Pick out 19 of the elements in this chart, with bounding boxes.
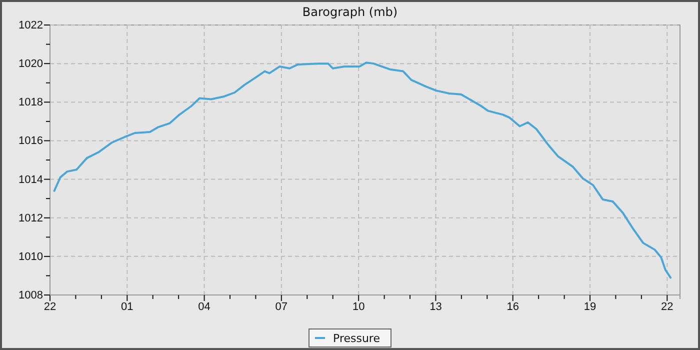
y-tick-label: 1022: [18, 20, 43, 32]
y-tick-label: 1020: [18, 58, 43, 70]
y-tick-label: 1008: [18, 290, 43, 302]
x-tick-label: 04: [198, 300, 210, 313]
chart-title: Barograph (mb): [302, 5, 398, 19]
x-tick-label: 22: [44, 300, 56, 313]
x-tick-label: 07: [275, 300, 288, 313]
y-tick-label: 1016: [18, 135, 43, 148]
x-tick-label: 10: [352, 300, 365, 313]
y-tick-label: 1018: [18, 96, 43, 109]
x-tick-label: 16: [506, 300, 519, 313]
y-tick-label: 1010: [18, 250, 43, 263]
y-tick-label: 1014: [18, 174, 43, 186]
legend-label: Pressure: [333, 332, 380, 345]
x-tick-label: 19: [584, 300, 596, 313]
x-tick-label: 22: [661, 300, 674, 313]
x-tick-label: 01: [121, 300, 134, 313]
x-tick-label: 13: [430, 300, 442, 313]
y-tick-label: 1012: [18, 212, 43, 224]
